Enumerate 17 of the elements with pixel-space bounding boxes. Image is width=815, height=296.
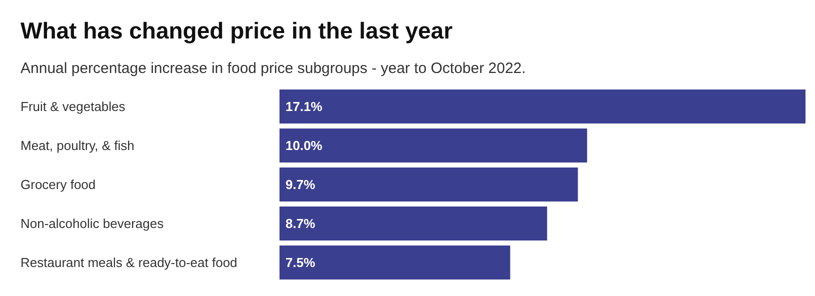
bar bbox=[280, 168, 578, 202]
y-tick-label: Grocery food bbox=[20, 177, 96, 192]
data-label: 7.5% bbox=[286, 255, 316, 270]
y-tick-label: Fruit & vegetables bbox=[20, 99, 126, 114]
data-label: 9.7% bbox=[286, 177, 316, 192]
y-tick-label: Restaurant meals & ready-to-eat food bbox=[20, 255, 238, 270]
data-label: 10.0% bbox=[286, 138, 323, 153]
chart-subtitle: Annual percentage increase in food price subgroups - year to October 2022. bbox=[20, 60, 526, 77]
bar bbox=[280, 128, 588, 162]
bar bbox=[280, 246, 510, 280]
data-label: 8.7% bbox=[286, 216, 316, 231]
bar bbox=[280, 90, 806, 124]
chart-title: What has changed price in the last year bbox=[20, 18, 453, 44]
bar bbox=[280, 206, 548, 240]
y-tick-label: Meat, poultry, & fish bbox=[20, 138, 134, 153]
y-tick-label: Non-alcoholic beverages bbox=[20, 216, 164, 231]
data-label: 17.1% bbox=[286, 99, 323, 114]
